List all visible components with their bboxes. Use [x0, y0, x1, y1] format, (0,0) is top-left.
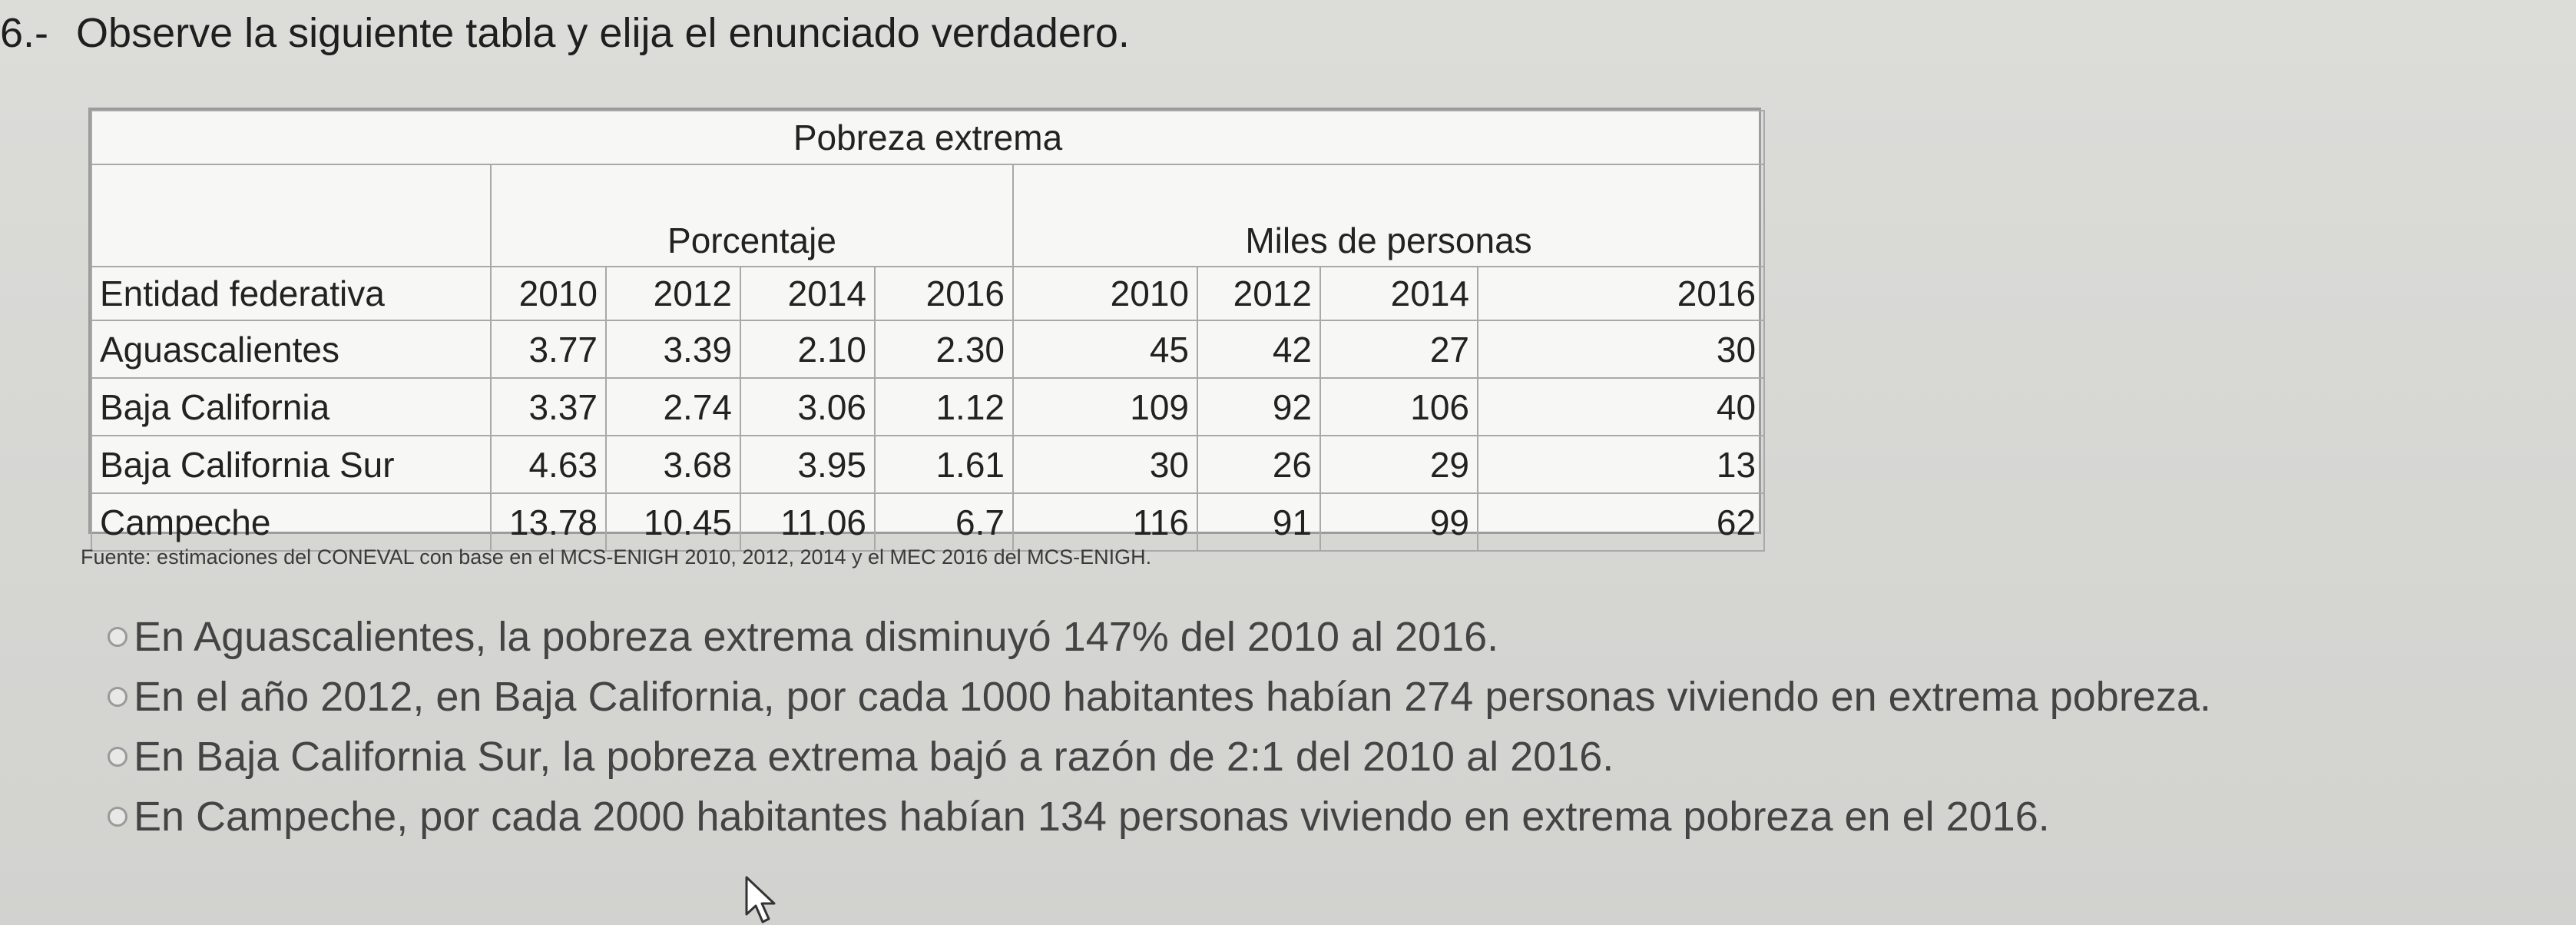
- thousands-cell: 29: [1319, 435, 1478, 494]
- radio-unselected-icon[interactable]: [108, 807, 127, 827]
- column-header-year: 2016: [874, 266, 1014, 321]
- table-row: Baja California Sur 4.63 3.68 3.95 1.61 …: [91, 435, 1766, 494]
- group-header-thousands: Miles de personas: [1012, 164, 1766, 267]
- question-number: 6.-: [0, 10, 49, 56]
- answer-option-4[interactable]: En Campeche, por cada 2000 habitantes ha…: [108, 787, 2211, 847]
- thousands-cell: 92: [1197, 377, 1321, 436]
- thousands-cell: 45: [1012, 320, 1198, 379]
- thousands-cell: 40: [1476, 377, 1766, 436]
- percentage-cell: 3.06: [740, 377, 876, 436]
- percentage-cell: 3.68: [605, 435, 741, 494]
- percentage-cell: 2.74: [605, 377, 741, 436]
- column-header-year: 2010: [490, 266, 607, 321]
- question-text: Observe la siguiente tabla y elija el en…: [76, 10, 1130, 56]
- entity-cell: Baja California: [91, 377, 492, 436]
- percentage-cell: 6.7: [874, 492, 1014, 552]
- thousands-cell: 26: [1197, 435, 1321, 494]
- empty-header-cell: [91, 164, 492, 267]
- radio-unselected-icon[interactable]: [108, 687, 127, 707]
- percentage-cell: 2.30: [874, 320, 1014, 379]
- answer-option-text: En el año 2012, en Baja California, por …: [134, 674, 2211, 720]
- table-row: Aguascalientes 3.77 3.39 2.10 2.30 45 42…: [91, 320, 1766, 379]
- mouse-pointer-icon: [745, 876, 776, 923]
- column-header-year: 2014: [740, 266, 876, 321]
- answer-option-2[interactable]: En el año 2012, en Baja California, por …: [108, 667, 2211, 727]
- source-note: Fuente: estimaciones del CONEVAL con bas…: [81, 545, 1152, 569]
- thousands-cell: 91: [1197, 492, 1321, 552]
- percentage-cell: 10.45: [605, 492, 741, 552]
- thousands-cell: 99: [1319, 492, 1478, 552]
- answer-option-text: En Baja California Sur, la pobreza extre…: [134, 734, 1614, 780]
- poverty-table: Pobreza extrema Porcentaje Miles de pers…: [88, 108, 1766, 552]
- thousands-cell: 30: [1012, 435, 1198, 494]
- thousands-cell: 116: [1012, 492, 1198, 552]
- thousands-cell: 30: [1476, 320, 1766, 379]
- percentage-cell: 1.61: [874, 435, 1014, 494]
- answer-option-text: En Aguascalientes, la pobreza extrema di…: [134, 614, 1499, 660]
- column-header-year: 2012: [605, 266, 741, 321]
- radio-unselected-icon[interactable]: [108, 747, 127, 767]
- percentage-cell: 13.78: [490, 492, 607, 552]
- answer-options: En Aguascalientes, la pobreza extrema di…: [108, 607, 2211, 847]
- entity-cell: Aguascalientes: [91, 320, 492, 379]
- thousands-cell: 109: [1012, 377, 1198, 436]
- percentage-cell: 3.39: [605, 320, 741, 379]
- percentage-cell: 3.37: [490, 377, 607, 436]
- question-prompt: 6.- Observe la siguiente tabla y elija el…: [0, 9, 1130, 57]
- thousands-cell: 27: [1319, 320, 1478, 379]
- table-title: Pobreza extrema: [90, 110, 1766, 165]
- column-header-year: 2016: [1476, 266, 1766, 321]
- column-header-entity: Entidad federativa: [91, 266, 492, 321]
- answer-option-1[interactable]: En Aguascalientes, la pobreza extrema di…: [108, 607, 2211, 667]
- radio-unselected-icon[interactable]: [108, 627, 127, 647]
- table-row: Campeche 13.78 10.45 11.06 6.7 116 91 99…: [91, 492, 1766, 552]
- table-row: Baja California 3.37 2.74 3.06 1.12 109 …: [91, 377, 1766, 436]
- column-header-year: 2012: [1197, 266, 1321, 321]
- thousands-cell: 13: [1476, 435, 1766, 494]
- column-header-year: 2014: [1319, 266, 1478, 321]
- column-header-year: 2010: [1012, 266, 1198, 321]
- entity-cell: Baja California Sur: [91, 435, 492, 494]
- answer-option-3[interactable]: En Baja California Sur, la pobreza extre…: [108, 727, 2211, 787]
- thousands-cell: 106: [1319, 377, 1478, 436]
- data-table: Pobreza extrema Porcentaje Miles de pers…: [90, 110, 1766, 552]
- percentage-cell: 3.77: [490, 320, 607, 379]
- percentage-cell: 1.12: [874, 377, 1014, 436]
- percentage-cell: 2.10: [740, 320, 876, 379]
- thousands-cell: 62: [1476, 492, 1766, 552]
- thousands-cell: 42: [1197, 320, 1321, 379]
- percentage-cell: 4.63: [490, 435, 607, 494]
- group-header-percentage: Porcentaje: [490, 164, 1014, 267]
- answer-option-text: En Campeche, por cada 2000 habitantes ha…: [134, 794, 2050, 840]
- entity-cell: Campeche: [91, 492, 492, 552]
- percentage-cell: 3.95: [740, 435, 876, 494]
- percentage-cell: 11.06: [740, 492, 876, 552]
